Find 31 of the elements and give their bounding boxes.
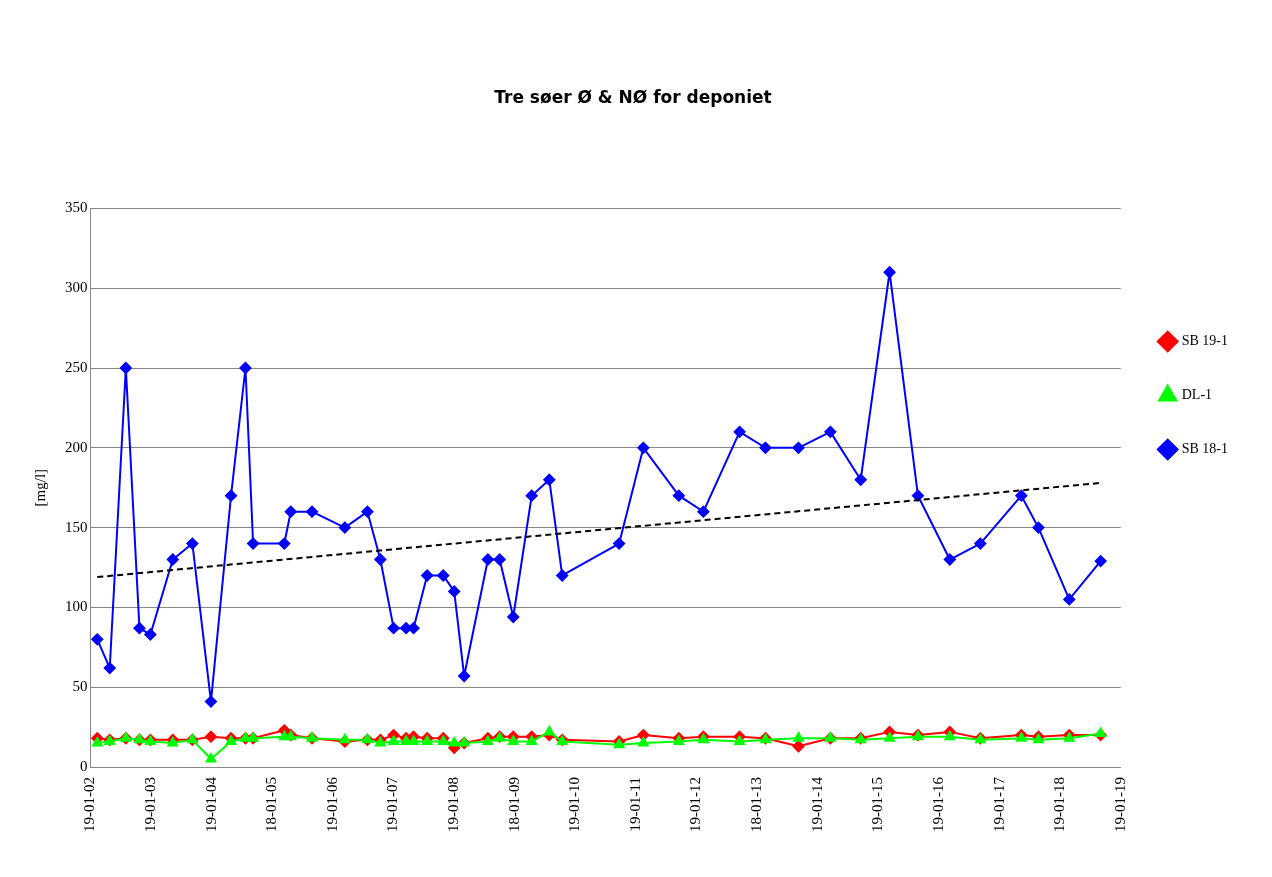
y-tick-label: 300: [65, 279, 88, 296]
x-tick-label: 19-01-16: [929, 776, 946, 832]
x-tick-label: 19-01-06: [323, 776, 340, 832]
x-tick-label: 18-01-13: [747, 777, 764, 832]
x-tick-label: 19-01-19: [1111, 777, 1128, 832]
x-tick-label: 19-01-04: [202, 776, 219, 832]
x-tick-label: 19-01-10: [566, 777, 583, 832]
x-tick-label: 19-01-07: [384, 776, 401, 832]
x-tick-label: 19-01-15: [869, 777, 886, 832]
x-tick-label: 19-01-12: [687, 777, 704, 832]
y-tick-label: 350: [65, 199, 88, 216]
y-tick-label: 250: [65, 358, 88, 375]
x-tick-label: 19-01-03: [142, 777, 158, 832]
x-tick-label: 19-01-18: [1051, 777, 1068, 832]
legend-label: SB 18-1: [1181, 441, 1229, 457]
y-tick-label: 200: [65, 438, 88, 455]
y-tick-label: 100: [65, 598, 88, 615]
legend-label: SB 19-1: [1181, 333, 1229, 349]
x-tick-label: 19-01-14: [808, 776, 825, 832]
y-axis-title: [mg/l]: [31, 468, 48, 507]
y-tick-label: 0: [80, 757, 88, 774]
x-tick-label: 18-01-09: [505, 777, 522, 832]
y-tick-label: 150: [65, 518, 88, 535]
x-tick-label: 19-01-11: [626, 777, 643, 832]
x-tick-label: 19-01-08: [444, 777, 461, 832]
x-tick-label: 18-01-05: [263, 777, 280, 832]
legend-label: DL-1: [1181, 387, 1213, 403]
x-tick-label: 19-01-17: [990, 776, 1007, 832]
y-tick-label: 50: [72, 678, 88, 695]
x-tick-label: 19-01-02: [81, 777, 98, 832]
chart-title: Tre søer Ø & NØ for deponiet: [494, 86, 772, 107]
